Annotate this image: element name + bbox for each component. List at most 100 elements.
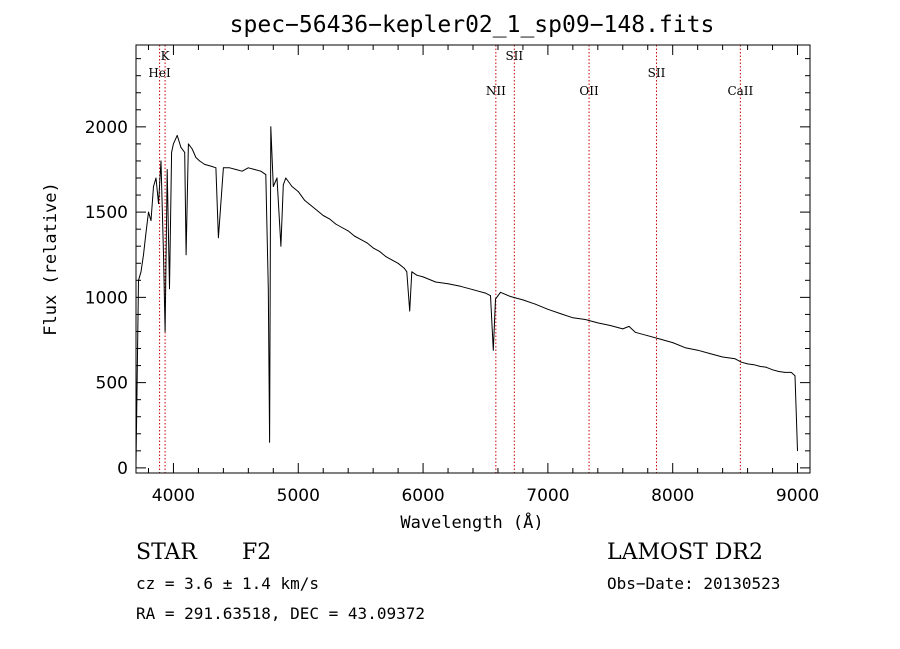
data-point	[155, 177, 157, 179]
data-point	[697, 349, 699, 351]
data-point	[272, 186, 274, 187]
data-point	[416, 274, 418, 276]
object-type: STAR	[136, 540, 198, 565]
data-point	[235, 169, 237, 170]
data-point	[622, 328, 624, 330]
data-point	[435, 281, 436, 283]
x-tick-label: 6000	[401, 486, 444, 506]
data-point	[260, 170, 262, 172]
data-point	[176, 135, 178, 136]
data-point	[280, 245, 282, 247]
data-point	[322, 215, 324, 216]
data-point	[422, 276, 424, 278]
data-point	[460, 285, 461, 287]
x-tick-label: 7000	[526, 486, 569, 506]
data-point	[472, 289, 474, 291]
coordinates-text: RA = 291.63518, DEC = 43.09372	[136, 604, 425, 623]
data-point	[199, 160, 201, 162]
chart-title: spec−56436−kepler02_1_sp09−148.fits	[230, 12, 715, 38]
data-point	[184, 152, 186, 153]
data-point	[215, 167, 217, 169]
data-point	[495, 298, 496, 300]
data-point	[647, 335, 649, 337]
data-point	[447, 283, 449, 285]
data-point	[316, 210, 318, 211]
marker-label-4: OII	[579, 84, 599, 98]
data-point	[366, 242, 368, 244]
x-tick-label: 8000	[651, 486, 694, 506]
data-point	[360, 239, 362, 240]
x-tick-label: 5000	[277, 486, 320, 506]
data-point	[747, 363, 748, 365]
data-point	[171, 152, 173, 153]
data-point	[140, 271, 142, 273]
data-point	[535, 303, 536, 305]
data-point	[572, 317, 574, 319]
data-point	[490, 295, 491, 297]
y-tick-label: 500	[96, 374, 128, 394]
data-point	[153, 186, 154, 187]
survey-label: LAMOST DR2	[607, 540, 763, 565]
data-point	[166, 169, 168, 170]
data-point	[282, 184, 284, 186]
data-point	[672, 342, 674, 343]
obs-date-text: Obs−Date: 20130523	[607, 574, 780, 593]
data-point	[150, 220, 152, 222]
data-point	[158, 203, 159, 205]
data-point	[191, 148, 193, 150]
data-point	[304, 199, 305, 201]
marker-label-0: K	[161, 49, 171, 63]
object-subclass: F2	[242, 540, 271, 565]
data-point	[560, 313, 561, 314]
data-point	[218, 237, 219, 239]
data-point	[297, 191, 299, 193]
redshift-text: cz = 3.6 ± 1.4 km/s	[136, 574, 319, 593]
marker-label-3: NII	[486, 84, 506, 98]
data-point	[385, 256, 386, 257]
data-point	[522, 299, 524, 301]
data-point	[628, 326, 630, 327]
data-point	[180, 146, 182, 148]
data-point	[195, 157, 197, 158]
data-point	[391, 259, 393, 261]
data-point	[265, 174, 267, 176]
marker-label-6: CaII	[727, 84, 753, 98]
data-point	[790, 372, 792, 373]
data-point	[310, 204, 312, 206]
data-point	[204, 164, 206, 165]
data-point	[329, 218, 330, 220]
data-point	[379, 250, 380, 252]
info-panel: STAR F2 LAMOST DR2 cz = 3.6 ± 1.4 km/s O…	[136, 540, 780, 623]
marker-label-2: SII	[505, 49, 523, 63]
data-point	[188, 143, 189, 145]
data-point	[270, 126, 272, 128]
data-point	[794, 375, 796, 377]
data-point	[291, 186, 293, 187]
data-point	[492, 349, 494, 351]
data-point	[500, 291, 501, 293]
plot-frame	[135, 44, 811, 474]
y-tick-label: 2000	[85, 118, 128, 138]
data-point	[584, 319, 586, 320]
data-point	[397, 262, 399, 264]
data-point	[772, 369, 773, 371]
data-point	[784, 372, 786, 373]
data-point	[163, 254, 164, 256]
marker-label-5: SII	[648, 66, 666, 80]
data-point	[145, 232, 147, 234]
data-point	[634, 331, 636, 333]
data-point	[734, 358, 736, 360]
data-point	[765, 366, 767, 368]
data-point	[547, 308, 549, 310]
data-point	[269, 441, 270, 443]
data-point	[753, 364, 755, 366]
data-point	[797, 450, 798, 452]
data-point	[229, 167, 231, 169]
data-point	[267, 288, 269, 290]
data-point	[485, 292, 486, 294]
data-point	[354, 235, 355, 237]
data-point	[741, 361, 742, 363]
data-point	[404, 268, 405, 269]
data-point	[411, 271, 413, 273]
